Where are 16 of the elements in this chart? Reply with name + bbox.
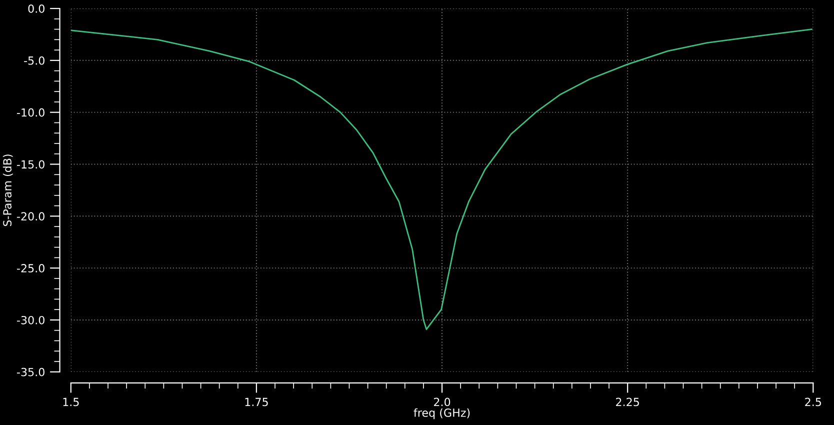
x-axis-title: freq (GHz): [414, 408, 470, 420]
x-tick-label: 2.25: [616, 398, 639, 406]
x-tick-label: 1.5: [63, 398, 79, 406]
y-tick-label: -15.0: [16, 160, 44, 169]
line-series: [70, 28, 812, 330]
y-tick-label: -5.0: [24, 56, 44, 65]
x-tick-label: 2.5: [805, 398, 822, 406]
y-tick-label: -10.0: [16, 108, 44, 117]
y-tick-label: -25.0: [16, 264, 44, 272]
y-tick-label: 0.0: [28, 4, 44, 13]
y-tick-label: -35.0: [16, 368, 44, 376]
y-axis-title: S-Param (dB): [2, 154, 13, 226]
x-tick-label: 2.0: [434, 398, 450, 406]
x-tick-label: 1.75: [245, 398, 268, 406]
y-tick-label: -30.0: [16, 316, 44, 324]
y-tick-label: -20.0: [16, 212, 44, 221]
